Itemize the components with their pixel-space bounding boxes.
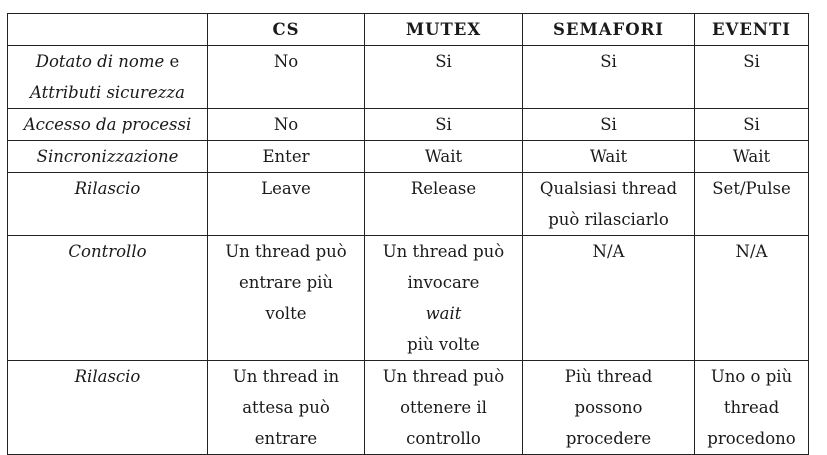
cell-eventi: Wait (694, 140, 809, 173)
cell-semafori: Wait (522, 140, 695, 173)
cell-eventi: N/A (694, 235, 809, 361)
cell-eventi: Si (694, 45, 809, 109)
header-eventi: EVENTI (694, 13, 809, 46)
cell-cs: No (207, 108, 365, 141)
table-row: Rilascio Un thread in attesa può entrare… (7, 360, 809, 455)
cell-cs: Un thread può entrare più volte (207, 235, 365, 361)
cell-mutex: Un thread può invocare wait più volte (364, 235, 523, 361)
cell-semafori: N/A (522, 235, 695, 361)
row-header-line: Attributi sicurezza (30, 83, 185, 102)
cell-semafori: Più thread possono procedere (522, 360, 695, 455)
cell-semafori: Si (522, 108, 695, 141)
cell-mutex: Un thread può ottenere il controllo (364, 360, 523, 455)
row-header-sincronizzazione: Sincronizzazione (7, 140, 208, 173)
cell-cs: Enter (207, 140, 365, 173)
cell-eventi: Si (694, 108, 809, 141)
cell-cs: No (207, 45, 365, 109)
row-header-rilascio: Rilascio (7, 360, 208, 455)
row-header-controllo: Controllo (7, 235, 208, 361)
cell-cs: Leave (207, 172, 365, 236)
header-empty (7, 13, 208, 46)
cell-semafori: Si (522, 45, 695, 109)
cell-mutex: Release (364, 172, 523, 236)
table-row: Accesso da processi No Si Si Si (7, 108, 809, 141)
row-header-dotato-di-nome: Dotato di nome e Attributi sicurezza (7, 45, 208, 109)
table-row: Rilascio Leave Release Qualsiasi thread … (7, 172, 809, 236)
header-row: CS MUTEX SEMAFORI EVENTI (7, 13, 809, 46)
cell-semafori: Qualsiasi thread può rilasciarlo (522, 172, 695, 236)
cell-cs: Un thread in attesa può entrare (207, 360, 365, 455)
cell-eventi: Set/Pulse (694, 172, 809, 236)
comparison-table: CS MUTEX SEMAFORI EVENTI Dotato di nome … (7, 13, 809, 455)
row-header-line: Dotato di nome e (35, 52, 180, 71)
cell-mutex: Si (364, 108, 523, 141)
table-row: Sincronizzazione Enter Wait Wait Wait (7, 140, 809, 173)
cell-mutex: Wait (364, 140, 523, 173)
table-row: Dotato di nome e Attributi sicurezza No … (7, 45, 809, 109)
header-mutex: MUTEX (364, 13, 523, 46)
row-header-accesso-da-processi: Accesso da processi (7, 108, 208, 141)
cell-mutex: Si (364, 45, 523, 109)
cell-eventi: Uno o più thread procedono (694, 360, 809, 455)
header-cs: CS (207, 13, 365, 46)
header-semafori: SEMAFORI (522, 13, 695, 46)
table-row: Controllo Un thread può entrare più volt… (7, 235, 809, 361)
row-header-rilascio: Rilascio (7, 172, 208, 236)
